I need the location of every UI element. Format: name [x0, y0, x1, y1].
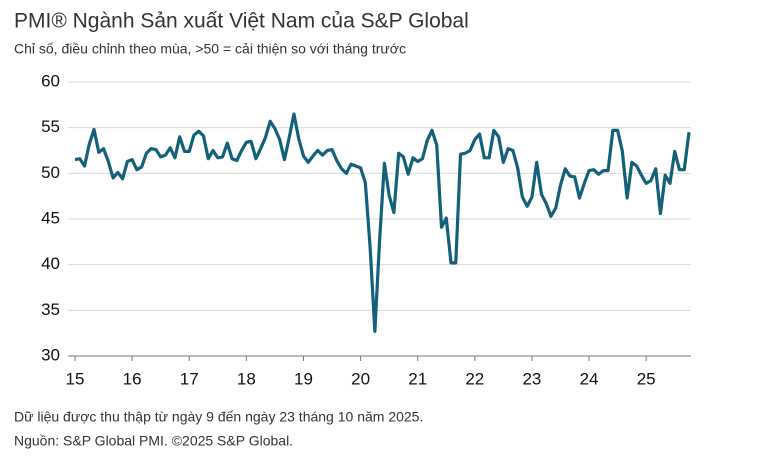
- y-tick-label: 60: [41, 71, 60, 90]
- y-tick-label: 45: [41, 208, 60, 227]
- x-tick-label: 25: [637, 369, 656, 388]
- y-tick-label: 35: [41, 300, 60, 319]
- x-tick-label: 20: [351, 369, 370, 388]
- footnote: Nguồn: S&P Global PMI. ©2025 S&P Global.: [14, 433, 293, 449]
- data-line: [74, 112, 691, 333]
- y-tick-label: 55: [41, 117, 60, 136]
- x-tick-label: 19: [294, 369, 313, 388]
- x-tick-label: 16: [123, 369, 142, 388]
- chart-title: PMI® Ngành Sản xuất Việt Nam của S&P Glo…: [14, 10, 469, 33]
- footnote: Dữ liệu được thu thập từ ngày 9 đến ngày…: [14, 409, 423, 425]
- x-tick-label: 21: [408, 369, 427, 388]
- chart-subtitle: Chỉ số, điều chỉnh theo mùa, >50 = cải t…: [14, 41, 406, 57]
- x-tick-label: 18: [237, 369, 256, 388]
- x-tick-label: 15: [66, 369, 85, 388]
- y-tick-label: 30: [41, 345, 60, 364]
- x-tick-label: 17: [180, 369, 199, 388]
- x-tick-label: 22: [465, 369, 484, 388]
- x-tick-label: 24: [580, 369, 599, 388]
- y-tick-label: 50: [41, 163, 60, 182]
- y-tick-label: 40: [41, 254, 60, 273]
- x-tick-label: 23: [522, 369, 541, 388]
